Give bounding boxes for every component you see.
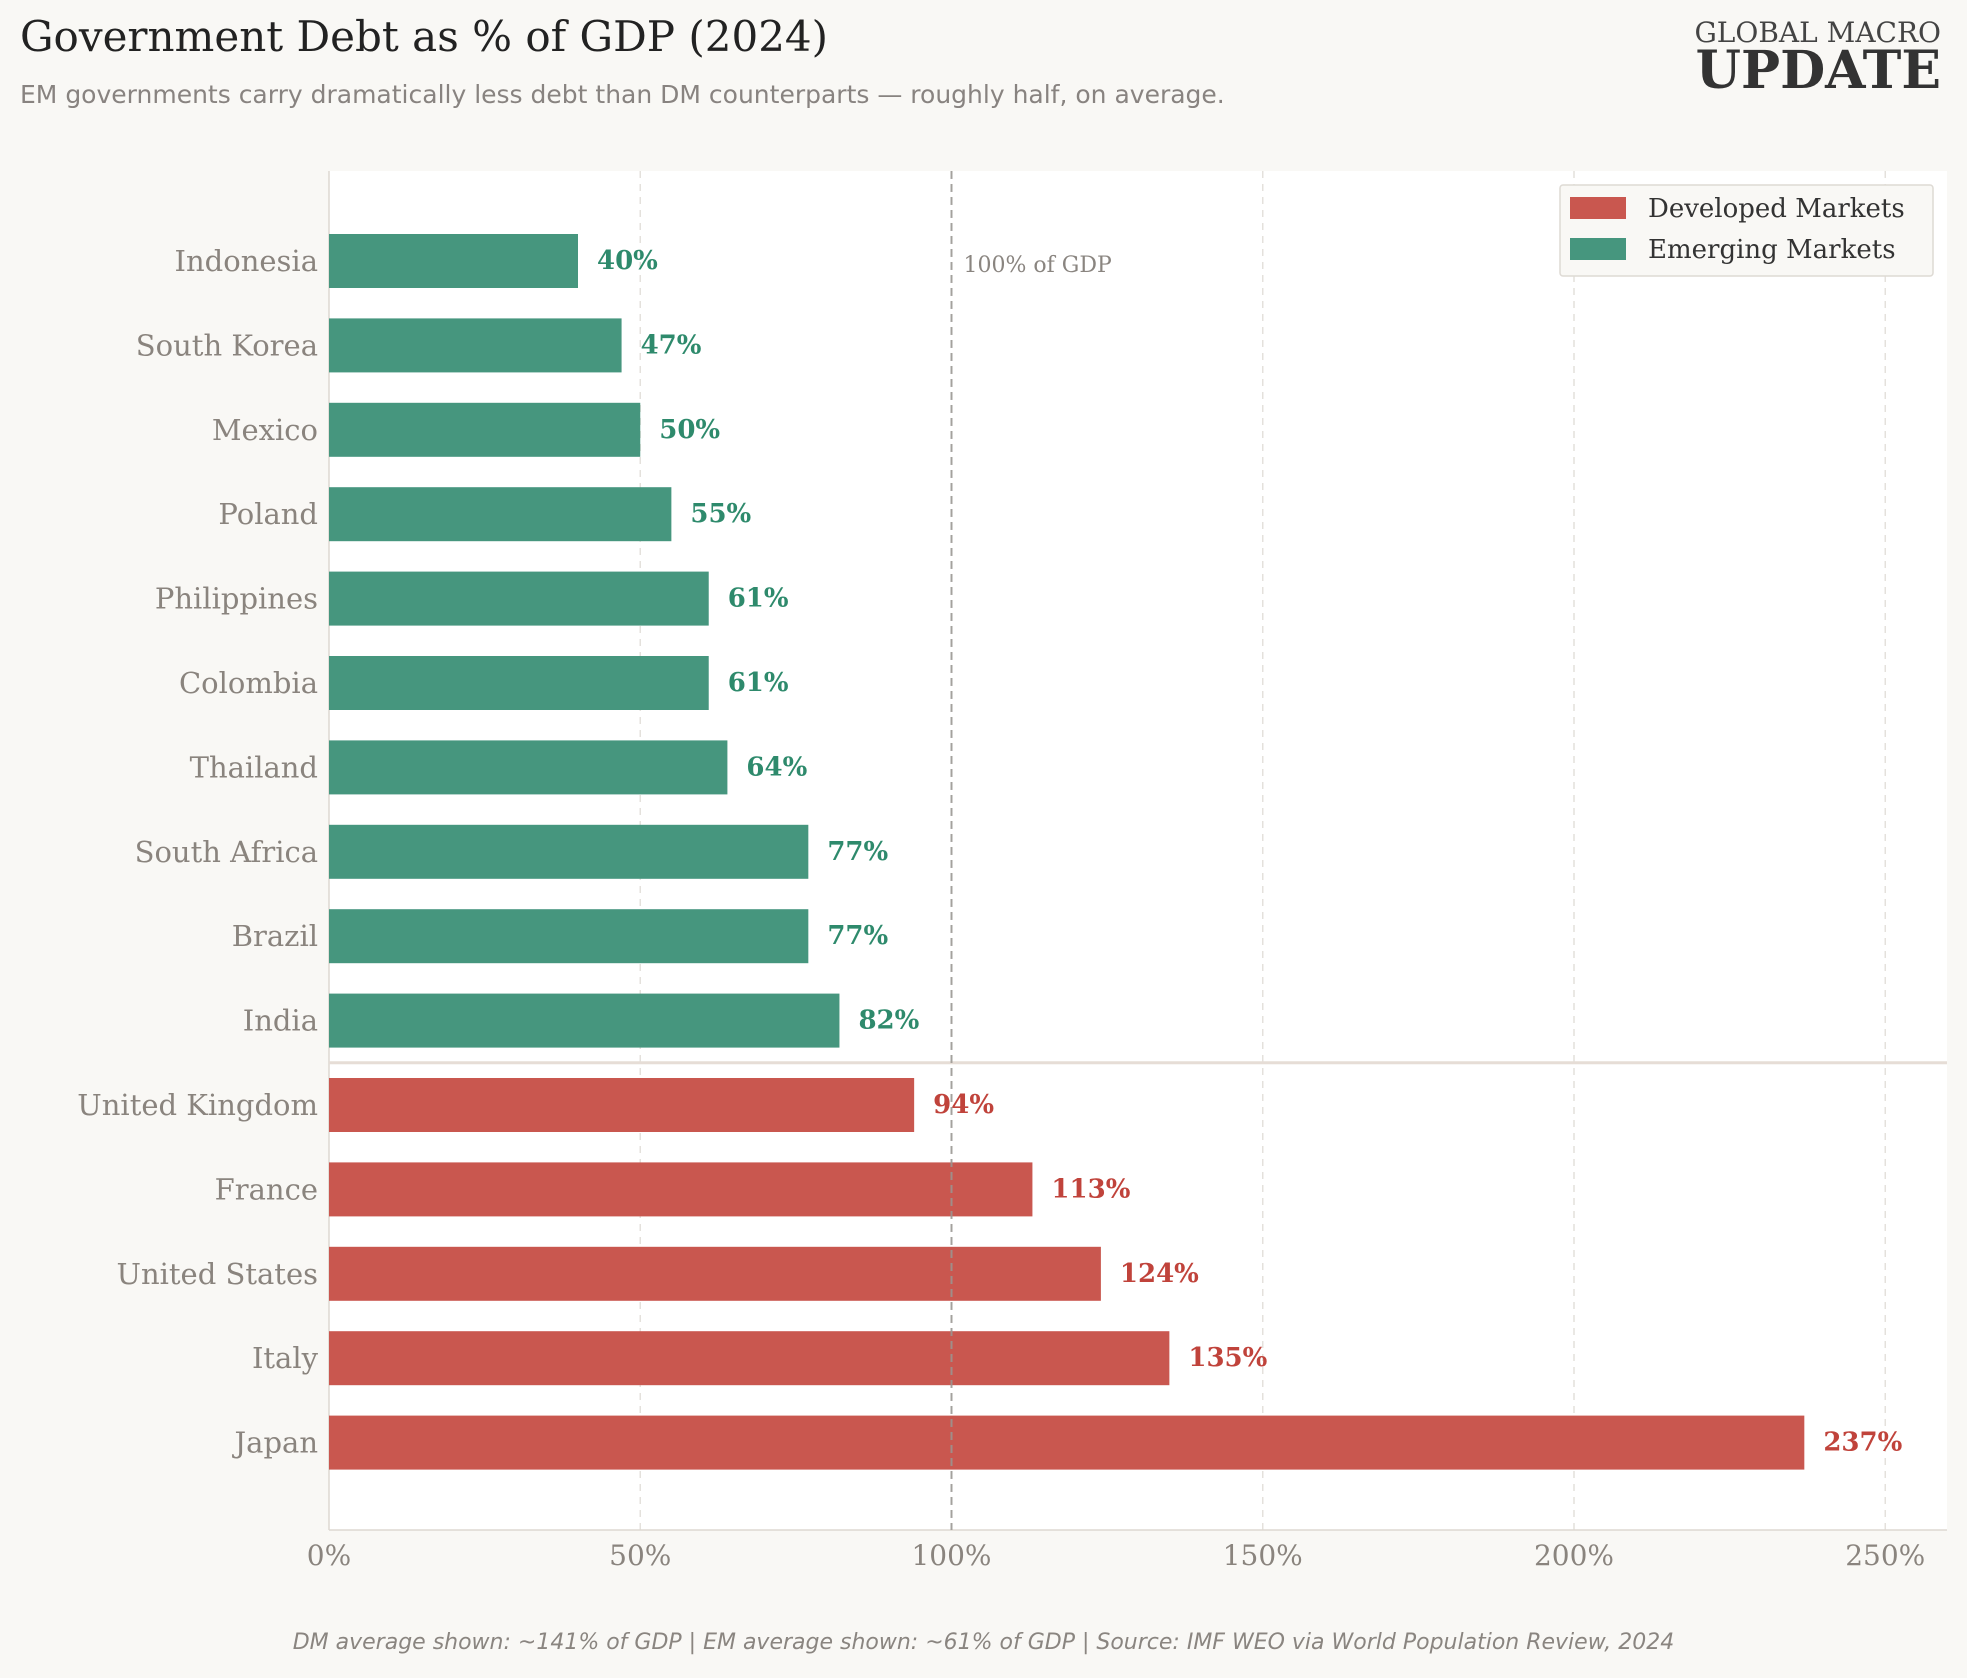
legend-swatch bbox=[1570, 238, 1626, 260]
category-label: Brazil bbox=[232, 919, 318, 953]
category-label: Philippines bbox=[155, 582, 318, 616]
x-tick-label: 200% bbox=[1534, 1539, 1614, 1572]
bar-value-label: 77% bbox=[827, 837, 888, 867]
bar-value-label: 50% bbox=[659, 415, 720, 445]
legend-entry: Emerging Markets bbox=[1648, 235, 1896, 265]
category-label: Poland bbox=[218, 497, 318, 531]
reference-line-label: 100% of GDP bbox=[964, 253, 1112, 278]
bar-value-label: 113% bbox=[1051, 1174, 1130, 1204]
bar-value-label: 135% bbox=[1188, 1343, 1267, 1373]
chart-title: Government Debt as % of GDP (2024) bbox=[20, 12, 829, 61]
bar bbox=[329, 824, 809, 879]
category-label: United States bbox=[117, 1257, 319, 1291]
bar bbox=[329, 402, 641, 457]
bar-value-label: 77% bbox=[827, 921, 888, 951]
legend-box bbox=[1559, 184, 1934, 277]
bar bbox=[329, 909, 809, 964]
bar bbox=[329, 1331, 1170, 1386]
category-label: Japan bbox=[232, 1426, 318, 1460]
brand-logo-bottom: UPDATE bbox=[1695, 40, 1941, 101]
footer-note: DM average shown: ~141% of GDP | EM aver… bbox=[292, 1630, 1675, 1655]
brand-logo-top: GLOBAL MACRO bbox=[1694, 16, 1941, 49]
bar bbox=[329, 1415, 1805, 1470]
chart-subtitle: EM governments carry dramatically less d… bbox=[20, 80, 1225, 109]
category-label: Italy bbox=[252, 1341, 319, 1375]
category-label: Mexico bbox=[212, 413, 318, 447]
bar bbox=[329, 740, 728, 795]
category-label: United Kingdom bbox=[77, 1088, 318, 1122]
bar bbox=[329, 234, 578, 288]
bar-value-label: 82% bbox=[858, 1006, 919, 1036]
category-label: France bbox=[215, 1172, 318, 1206]
bar-value-label: 64% bbox=[746, 752, 807, 782]
legend-swatch bbox=[1570, 197, 1626, 219]
bar-value-label: 47% bbox=[641, 330, 702, 360]
bar-value-label: 40% bbox=[597, 246, 658, 276]
bar bbox=[329, 656, 709, 710]
bar-value-label: 61% bbox=[728, 668, 789, 698]
category-label: Thailand bbox=[190, 750, 318, 784]
category-label: India bbox=[243, 1004, 318, 1038]
category-label: Colombia bbox=[179, 666, 318, 700]
bar-value-label: 55% bbox=[690, 499, 751, 529]
bar bbox=[329, 318, 622, 373]
bar-value-label: 94% bbox=[933, 1090, 994, 1120]
category-label: South Africa bbox=[135, 835, 318, 869]
bar-chart: 40% Indonesia 47% South Korea 50% Mexico 55% Po… bbox=[77, 171, 1947, 1572]
bar bbox=[329, 1078, 915, 1132]
bar bbox=[329, 1246, 1101, 1301]
x-tick-label: 150% bbox=[1223, 1539, 1303, 1572]
x-tick-label: 0% bbox=[307, 1539, 351, 1572]
bar bbox=[329, 993, 840, 1048]
bar bbox=[329, 1162, 1033, 1217]
x-tick-label: 250% bbox=[1845, 1539, 1925, 1572]
category-label: Indonesia bbox=[175, 244, 318, 278]
legend-entry: Developed Markets bbox=[1648, 194, 1905, 224]
bar bbox=[329, 571, 709, 626]
bar-value-label: 237% bbox=[1823, 1428, 1902, 1458]
bar bbox=[329, 487, 672, 542]
category-label: South Korea bbox=[136, 328, 318, 362]
x-tick-label: 100% bbox=[911, 1539, 991, 1572]
x-tick-label: 50% bbox=[609, 1539, 671, 1572]
bar-value-label: 61% bbox=[728, 584, 789, 614]
bar-value-label: 124% bbox=[1120, 1259, 1199, 1289]
